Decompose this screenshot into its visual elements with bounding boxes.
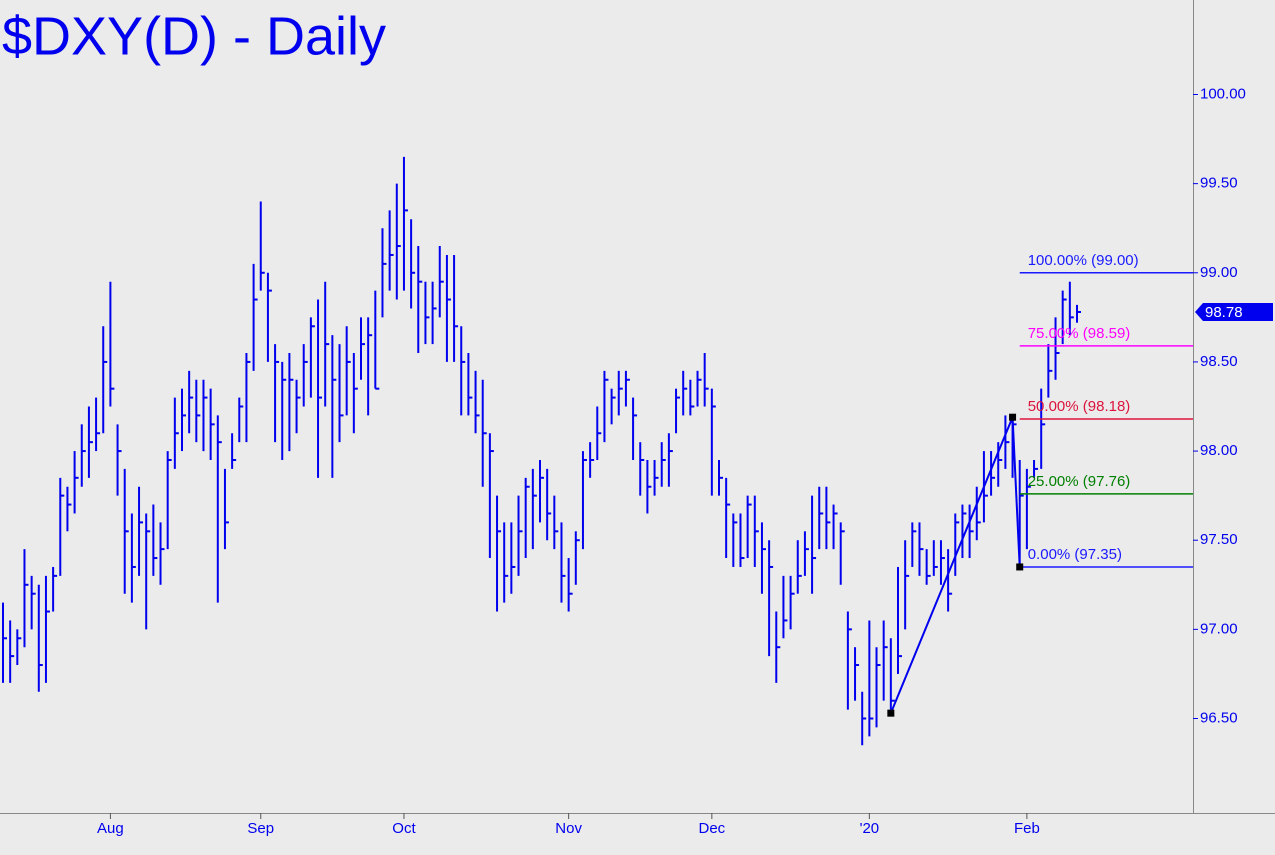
chart-title: $DXY(D) - Daily <box>2 6 386 66</box>
fib-label: 0.00% (97.35) <box>1028 546 1122 563</box>
x-tick-label: '20 <box>860 820 880 837</box>
last-price-box <box>1195 303 1273 322</box>
x-tick-label: Aug <box>97 820 124 837</box>
pattern-point <box>1009 413 1017 421</box>
pattern-point <box>887 709 895 717</box>
y-tick-label: 98.50 <box>1200 353 1238 370</box>
pattern-point <box>1016 563 1024 571</box>
x-tick-label: Oct <box>392 820 416 837</box>
x-tick-label: Feb <box>1014 820 1040 837</box>
fib-label: 100.00% (99.00) <box>1028 252 1139 269</box>
fib-label: 75.00% (98.59) <box>1028 325 1131 342</box>
y-tick-label: 100.00 <box>1200 85 1246 102</box>
x-tick-label: Sep <box>247 820 274 837</box>
last-price-label: 98.78 <box>1205 304 1243 321</box>
y-tick-label: 99.00 <box>1200 264 1238 281</box>
x-tick-label: Nov <box>555 820 582 837</box>
y-tick-label: 97.00 <box>1200 620 1238 637</box>
fib-label: 50.00% (98.18) <box>1028 398 1131 415</box>
y-tick-label: 98.00 <box>1200 442 1238 459</box>
y-tick-label: 97.50 <box>1200 531 1238 548</box>
x-tick-label: Dec <box>698 820 725 837</box>
y-tick-label: 96.50 <box>1200 709 1238 726</box>
y-tick-label: 99.50 <box>1200 175 1238 192</box>
fib-label: 25.00% (97.76) <box>1028 473 1131 490</box>
